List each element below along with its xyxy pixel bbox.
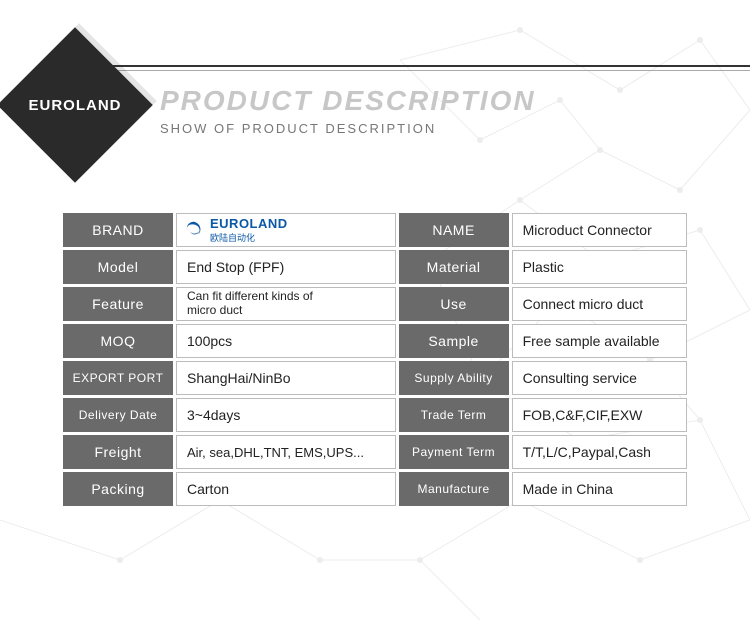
spec-label-right: Trade Term (399, 398, 509, 432)
spec-label-right: Sample (399, 324, 509, 358)
spec-label-right: Supply Ability (399, 361, 509, 395)
table-row: PackingCartonManufactureMade in China (63, 472, 687, 506)
page-title: PRODUCT DESCRIPTION (160, 85, 536, 117)
spec-value-right: Microduct Connector (512, 213, 687, 247)
brand-logo: EUROLAND欧陆自动化 (183, 216, 389, 244)
spec-label-right: Manufacture (399, 472, 509, 506)
spec-label-right: Payment Term (399, 435, 509, 469)
spec-label-right: Material (399, 250, 509, 284)
spec-value-left: ShangHai/NinBo (176, 361, 396, 395)
table-row: ModelEnd Stop (FPF)MaterialPlastic (63, 250, 687, 284)
spec-label-right: Use (399, 287, 509, 321)
spec-label-left: Packing (63, 472, 173, 506)
brand-diamond-text: EUROLAND (28, 97, 121, 114)
table-row: MOQ100pcsSampleFree sample available (63, 324, 687, 358)
header-rule-thin (55, 70, 750, 71)
spec-table: BRAND EUROLAND欧陆自动化 NAMEMicroduct Connecto… (60, 210, 690, 509)
spec-value-left: 100pcs (176, 324, 396, 358)
spec-value-right: Consulting service (512, 361, 687, 395)
spec-value-right: T/T,L/C,Paypal,Cash (512, 435, 687, 469)
spec-value-left: Carton (176, 472, 396, 506)
table-row: EXPORT PORTShangHai/NinBoSupply AbilityC… (63, 361, 687, 395)
logo-swirl-icon (183, 219, 205, 241)
spec-label-left: BRAND (63, 213, 173, 247)
spec-label-left: Freight (63, 435, 173, 469)
table-row: Feature Can fit different kinds of micro … (63, 287, 687, 321)
header-rule-thick (55, 65, 750, 67)
spec-value-text: Can fit different kinds of micro duct (187, 290, 385, 318)
logo-subtext: 欧陆自动化 (210, 231, 288, 244)
spec-label-left: Model (63, 250, 173, 284)
spec-label-left: Feature (63, 287, 173, 321)
table-row: BRAND EUROLAND欧陆自动化 NAMEMicroduct Connecto… (63, 213, 687, 247)
title-block: PRODUCT DESCRIPTION SHOW OF PRODUCT DESC… (160, 85, 536, 136)
spec-value-right: FOB,C&F,CIF,EXW (512, 398, 687, 432)
spec-label-left: MOQ (63, 324, 173, 358)
spec-value-left: Air, sea,DHL,TNT, EMS,UPS... (176, 435, 396, 469)
spec-value-left: End Stop (FPF) (176, 250, 396, 284)
spec-label-left: Delivery Date (63, 398, 173, 432)
page-subtitle: SHOW OF PRODUCT DESCRIPTION (160, 121, 536, 136)
spec-value-left: Can fit different kinds of micro duct (176, 287, 396, 321)
table-row: Delivery Date3~4daysTrade TermFOB,C&F,CI… (63, 398, 687, 432)
logo-text: EUROLAND (210, 216, 288, 231)
spec-value-right: Plastic (512, 250, 687, 284)
spec-value-left: EUROLAND欧陆自动化 (176, 213, 396, 247)
table-row: FreightAir, sea,DHL,TNT, EMS,UPS...Payme… (63, 435, 687, 469)
spec-label-left: EXPORT PORT (63, 361, 173, 395)
spec-value-right: Connect micro duct (512, 287, 687, 321)
spec-value-right: Made in China (512, 472, 687, 506)
spec-label-right: NAME (399, 213, 509, 247)
spec-value-left: 3~4days (176, 398, 396, 432)
spec-value-right: Free sample available (512, 324, 687, 358)
